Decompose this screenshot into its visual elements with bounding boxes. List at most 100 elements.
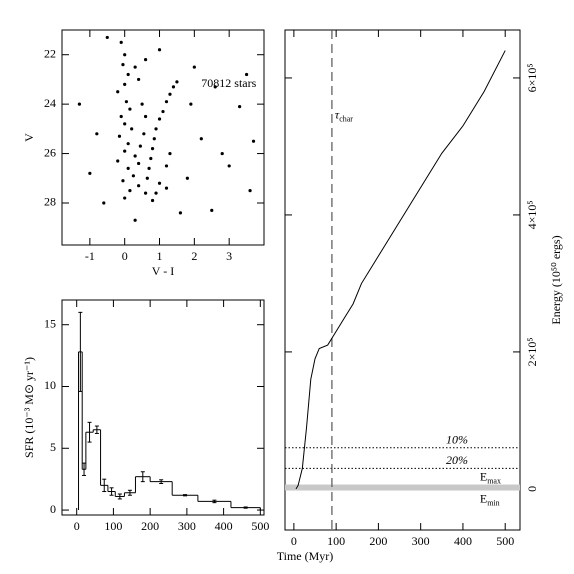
star-point	[189, 102, 193, 106]
star-point	[140, 102, 144, 106]
x-tick-label: 1	[157, 249, 163, 263]
star-point	[164, 164, 169, 168]
star-point	[149, 156, 153, 161]
annotation: 70812 stars	[201, 76, 256, 90]
y-tick-label: 28	[44, 195, 56, 209]
y-axis-label: Energy (10⁵⁰ ergs)	[549, 235, 563, 324]
star-point	[157, 48, 162, 52]
star-point	[123, 82, 127, 86]
y-tick-label: 26	[44, 145, 56, 159]
star-point	[143, 58, 148, 62]
star-point	[116, 159, 120, 163]
star-point	[102, 201, 106, 205]
star-point	[227, 164, 231, 168]
x-tick-label: 0	[122, 249, 128, 263]
x-tick-label: 200	[369, 534, 387, 548]
emax-label: Emax	[480, 469, 501, 485]
star-point	[150, 147, 155, 151]
tau-label: τchar	[335, 107, 353, 123]
star-point	[137, 77, 141, 82]
star-point	[133, 154, 137, 158]
threshold-label: 20%	[446, 453, 468, 467]
x-tick-label: 3	[226, 249, 232, 263]
star-point	[131, 174, 135, 178]
star-point	[123, 122, 127, 126]
star-point	[95, 132, 99, 136]
y-tick-label: 0	[525, 486, 539, 492]
x-tick-label: 200	[141, 519, 159, 533]
star-point	[123, 149, 127, 153]
star-point	[175, 80, 179, 84]
x-tick-label: 100	[104, 519, 122, 533]
x-tick-label: 300	[178, 519, 196, 533]
star-point	[199, 137, 203, 141]
star-point	[143, 191, 148, 195]
star-point	[123, 196, 127, 200]
star-point	[128, 189, 132, 193]
x-tick-label: 0	[291, 534, 297, 548]
star-point	[152, 137, 156, 141]
threshold-label: 10%	[446, 433, 468, 447]
tau-symbol: τ	[335, 107, 340, 121]
star-point	[244, 72, 249, 77]
star-point	[210, 208, 214, 213]
star-point	[121, 179, 125, 183]
star-point	[168, 151, 172, 156]
star-point	[126, 142, 130, 146]
emin-label: Emin	[480, 491, 500, 507]
star-point	[121, 62, 125, 67]
y-tick-label: 5	[50, 440, 56, 454]
star-point	[248, 189, 252, 193]
y-tick-label: 10	[44, 378, 56, 392]
star-point	[124, 100, 129, 104]
star-point	[119, 40, 123, 44]
x-tick-label: 400	[454, 534, 472, 548]
star-point	[168, 92, 172, 96]
star-point	[143, 114, 148, 119]
star-point	[130, 127, 134, 131]
energy-band	[285, 484, 520, 491]
star-point	[142, 132, 146, 136]
star-point	[137, 184, 141, 188]
energy-curve	[295, 50, 506, 490]
y-tick-label: 22	[44, 46, 56, 60]
star-point	[150, 198, 155, 203]
star-point	[238, 105, 242, 109]
plot-frame	[61, 29, 265, 246]
star-point	[77, 102, 82, 106]
star-point	[164, 100, 169, 104]
star-point	[88, 171, 92, 175]
tau-sub: char	[339, 114, 353, 123]
star-point	[119, 114, 123, 119]
star-point	[178, 211, 183, 215]
star-point	[117, 134, 122, 138]
star-point	[185, 176, 189, 180]
y-axis-label: SFR (10⁻³ M⊙ yr⁻¹)	[22, 357, 36, 458]
star-point	[161, 109, 165, 114]
x-tick-label: 0	[74, 519, 80, 533]
star-point	[138, 144, 142, 148]
star-point	[192, 65, 196, 69]
y-tick-label: 6×10⁵	[525, 63, 539, 92]
star-point	[220, 151, 224, 156]
star-point	[133, 65, 137, 69]
x-tick-label: 300	[412, 534, 430, 548]
x-axis-label: Time (Myr)	[277, 549, 334, 563]
y-tick-label: 0	[50, 502, 56, 516]
plot-frame	[61, 299, 265, 516]
star-point	[126, 72, 130, 77]
star-point	[213, 85, 217, 89]
x-tick-label: -1	[85, 249, 95, 263]
x-tick-label: 500	[251, 519, 269, 533]
x-tick-label: 500	[496, 534, 514, 548]
star-point	[128, 107, 132, 111]
emax-label-main: E	[480, 469, 487, 483]
y-tick-label: 15	[44, 316, 56, 330]
y-tick-label: 2×10⁵	[525, 337, 539, 366]
x-tick-label: 100	[327, 534, 345, 548]
star-point	[147, 166, 151, 170]
star-point	[157, 117, 162, 121]
star-point	[251, 139, 256, 143]
star-point	[157, 181, 162, 185]
